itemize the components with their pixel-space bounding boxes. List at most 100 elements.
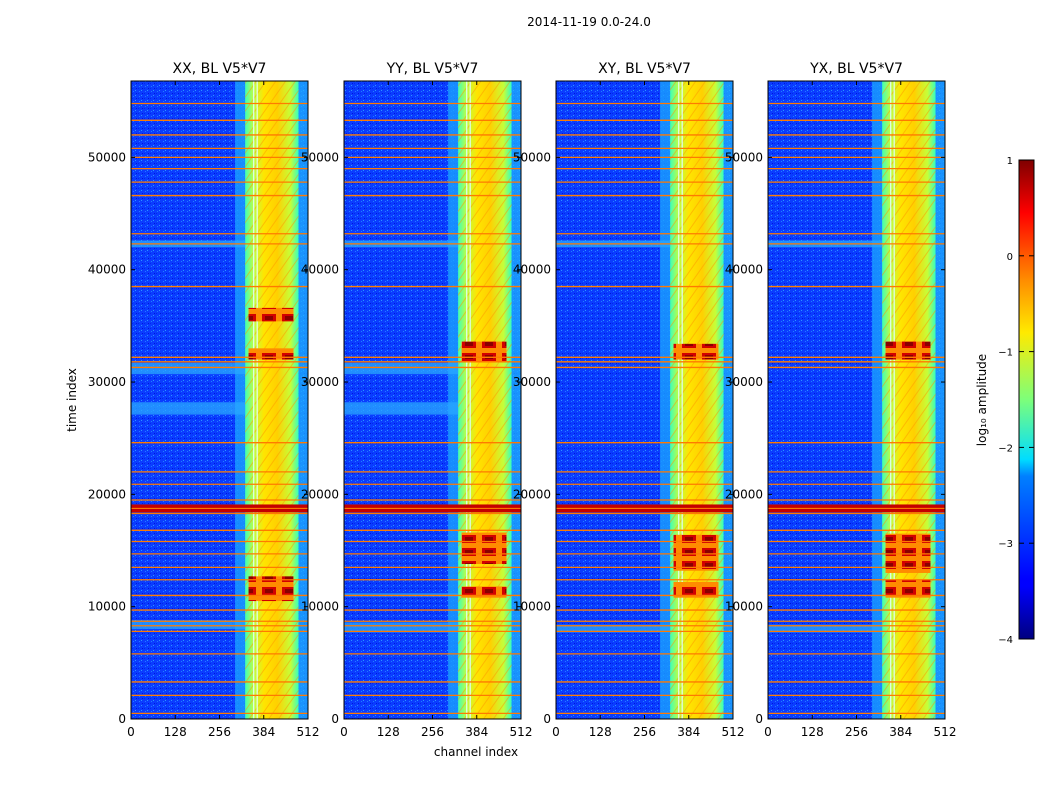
hot-band	[248, 348, 294, 360]
y-tick-label: 20000	[725, 487, 763, 501]
colorbar-label: log₁₀ amplitude	[975, 354, 989, 446]
y-tick-label: 10000	[513, 600, 551, 614]
figure-suptitle: 2014-11-19 0.0-24.0	[527, 15, 651, 29]
broadband-stripe	[768, 624, 883, 633]
broadband-stripe	[344, 622, 459, 633]
y-tick-label: 0	[331, 712, 339, 726]
x-tick-label: 384	[465, 725, 488, 739]
colorbar-tick-label: −2	[998, 443, 1013, 454]
panel-heatmap	[344, 81, 521, 719]
y-tick-label: 50000	[513, 150, 551, 164]
colorbar-gradient	[1018, 159, 1035, 640]
y-tick-label: 40000	[301, 263, 339, 277]
hot-band	[461, 586, 507, 598]
hot-band	[248, 307, 294, 322]
panel-heatmap	[131, 81, 308, 719]
y-tick-label: 30000	[301, 375, 339, 389]
panel-3: XY, BL V5*V7 0 128 256 384 512 0 10000 20000 3000…	[513, 61, 745, 739]
bright-channel-tail	[723, 81, 733, 719]
x-tick-label: 512	[934, 725, 957, 739]
hot-band	[673, 343, 719, 360]
x-tick-label: 0	[127, 725, 135, 739]
panels-group: XX, BL V5*V7 0 128 256 384 512 0 10000 20000 3000…	[88, 61, 957, 739]
hot-band	[885, 579, 931, 598]
y-tick-label: 30000	[513, 375, 551, 389]
colorbar-tick-label: −4	[998, 635, 1013, 646]
broadband-stripe	[344, 362, 459, 375]
broadband-stripe	[344, 402, 459, 415]
x-tick-label: 512	[722, 725, 745, 739]
hot-band	[461, 532, 507, 564]
panel-heatmap	[556, 81, 733, 719]
panel-heatmap	[768, 81, 945, 719]
y-tick-label: 10000	[301, 600, 339, 614]
y-tick-label: 50000	[301, 150, 339, 164]
colorbar: log₁₀ amplitude 1 0 −1 −2 −3 −4	[975, 156, 1035, 646]
y-tick-label: 50000	[725, 150, 763, 164]
y-tick-label: 0	[543, 712, 551, 726]
bright-channel-edge	[660, 81, 671, 719]
bright-channel-edge	[235, 81, 246, 719]
bright-channel-tail	[935, 81, 945, 719]
y-tick-label: 20000	[88, 487, 126, 501]
panel-1: XX, BL V5*V7 0 128 256 384 512 0 10000 20000 3000…	[88, 61, 320, 739]
y-tick-label: 0	[118, 712, 126, 726]
hot-band	[885, 341, 931, 360]
x-tick-label: 128	[589, 725, 612, 739]
bright-channel-texture	[670, 81, 724, 719]
panel-title: XY, BL V5*V7	[598, 61, 691, 77]
bright-channel-texture	[882, 81, 936, 719]
hot-band	[673, 581, 719, 598]
x-tick-label: 256	[208, 725, 231, 739]
hot-band	[461, 341, 507, 362]
y-tick-label: 0	[755, 712, 763, 726]
broadband-stripe	[131, 402, 246, 415]
x-tick-label: 512	[510, 725, 533, 739]
x-tick-label: 384	[677, 725, 700, 739]
broadband-stripe	[556, 624, 671, 633]
x-tick-label: 0	[340, 725, 348, 739]
x-tick-label: 384	[252, 725, 275, 739]
panel-title: YY, BL V5*V7	[386, 61, 479, 77]
x-tick-label: 256	[633, 725, 656, 739]
x-tick-label: 384	[889, 725, 912, 739]
broadband-stripe	[131, 620, 246, 630]
x-tick-label: 256	[845, 725, 868, 739]
y-tick-label: 20000	[301, 487, 339, 501]
y-tick-label: 20000	[513, 487, 551, 501]
bright-channel-edge	[448, 81, 459, 719]
x-tick-label: 256	[421, 725, 444, 739]
panel-4: YX, BL V5*V7 0 128 256 384 512 0 10000 20000 3000…	[725, 61, 957, 739]
x-axis-label: channel index	[434, 745, 518, 759]
y-tick-label: 50000	[88, 150, 126, 164]
bright-channel-tail	[511, 81, 521, 719]
hot-band	[248, 576, 294, 602]
y-tick-label: 30000	[725, 375, 763, 389]
broadband-stripe	[131, 362, 246, 375]
y-tick-label: 40000	[513, 263, 551, 277]
y-tick-label: 30000	[88, 375, 126, 389]
y-axis-label: time index	[65, 368, 79, 432]
y-tick-label: 40000	[88, 263, 126, 277]
x-tick-label: 128	[164, 725, 187, 739]
colorbar-tick-label: 0	[1007, 252, 1013, 263]
panel-title: XX, BL V5*V7	[173, 61, 267, 77]
colorbar-ticks: 1 0 −1 −2 −3 −4	[998, 156, 1034, 646]
colorbar-tick-label: 1	[1007, 156, 1013, 167]
panel-title: YX, BL V5*V7	[809, 61, 903, 77]
y-tick-label: 10000	[725, 600, 763, 614]
x-tick-label: 128	[377, 725, 400, 739]
colorbar-tick-label: −1	[998, 348, 1013, 359]
hot-band	[673, 534, 719, 571]
x-tick-label: 0	[764, 725, 772, 739]
panel-2: YY, BL V5*V7 0 128 256 384 512 0 10000 20000 3000…	[301, 61, 533, 739]
colorbar-tick-label: −3	[998, 539, 1013, 550]
bright-channel-edge	[872, 81, 883, 719]
bright-channel-texture	[458, 81, 512, 719]
y-tick-label: 10000	[88, 600, 126, 614]
bright-channel-texture	[245, 81, 299, 719]
x-tick-label: 512	[297, 725, 320, 739]
x-tick-label: 0	[552, 725, 560, 739]
x-tick-label: 128	[801, 725, 824, 739]
